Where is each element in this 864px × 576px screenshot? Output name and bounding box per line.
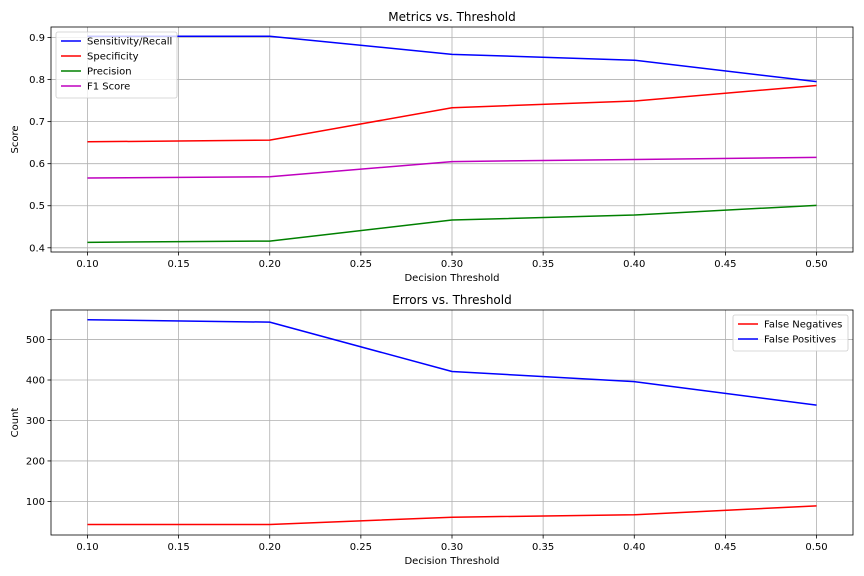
x-tick-label: 0.20: [259, 542, 281, 553]
y-tick-label: 0.6: [29, 159, 45, 170]
y-tick-label: 0.7: [29, 117, 45, 128]
legend: False Negatives False Positives: [732, 314, 849, 352]
x-axis-label: Decision Threshold: [404, 273, 499, 284]
x-axis-label: Decision Threshold: [404, 556, 499, 567]
x-tick-label: 0.10: [76, 542, 98, 553]
subplot-2: 0.10 0.15 0.20 0.25 0.30 0.35 0.40 0.45 0.50 100 2…: [10, 293, 854, 567]
chart-title: Errors vs. Threshold: [392, 293, 511, 307]
y-tick-label: 0.5: [29, 201, 45, 212]
x-tick-label: 0.50: [805, 542, 827, 553]
y-tick-label: 0.8: [29, 75, 45, 86]
y-tick-label: 0.9: [29, 33, 45, 44]
y-axis-label: Count: [10, 408, 21, 438]
x-tick-label: 0.20: [259, 259, 281, 270]
x-tick-label: 0.15: [167, 542, 189, 553]
x-tick-label: 0.15: [167, 259, 189, 270]
legend-label: Sensitivity/Recall: [87, 37, 172, 48]
grid: [51, 27, 853, 252]
legend-box: [732, 314, 849, 352]
series-line-1: [87, 35, 817, 83]
x-tick-label: 0.50: [805, 259, 827, 270]
subplot-1: 0.10 0.15 0.20 0.25 0.30 0.35 0.40 0.45 0.50 0.4 0…: [10, 10, 854, 284]
plot-frame: [50, 26, 854, 253]
legend-label: False Positives: [764, 335, 836, 346]
x-tick-label: 0.35: [532, 542, 554, 553]
x-tick-label: 0.35: [532, 259, 554, 270]
series-line-2: [87, 84, 817, 143]
legend-label: Specificity: [87, 52, 139, 63]
plot-frame: [50, 309, 854, 536]
y-axis-label: Score: [10, 125, 21, 153]
y-tick-label: 100: [26, 497, 45, 508]
legend-box: [55, 31, 178, 99]
legend: Sensitivity/Recall Specificity Precision F1…: [55, 31, 178, 99]
legend-label: Precision: [87, 67, 132, 78]
x-tick-label: 0.40: [623, 542, 645, 553]
x-tick-label: 0.40: [623, 259, 645, 270]
y-tick-label: 0.4: [29, 243, 45, 254]
chart-title: Metrics vs. Threshold: [388, 10, 516, 24]
y-tick-label: 300: [26, 416, 45, 427]
series-line-1: [87, 505, 817, 526]
x-tick-label: 0.25: [350, 259, 372, 270]
series-line-3: [87, 204, 817, 244]
x-tick-label: 0.30: [441, 542, 463, 553]
series-line-2: [87, 318, 817, 406]
x-tick-label: 0.45: [714, 542, 736, 553]
y-tick-label: 500: [26, 335, 45, 346]
legend-label: False Negatives: [764, 320, 842, 331]
legend-label: F1 Score: [87, 82, 130, 93]
series-line-4: [87, 156, 817, 179]
x-tick-label: 0.10: [76, 259, 98, 270]
x-tick-label: 0.25: [350, 542, 372, 553]
y-tick-label: 200: [26, 456, 45, 467]
x-tick-label: 0.45: [714, 259, 736, 270]
y-tick-label: 400: [26, 376, 45, 387]
x-tick-label: 0.30: [441, 259, 463, 270]
